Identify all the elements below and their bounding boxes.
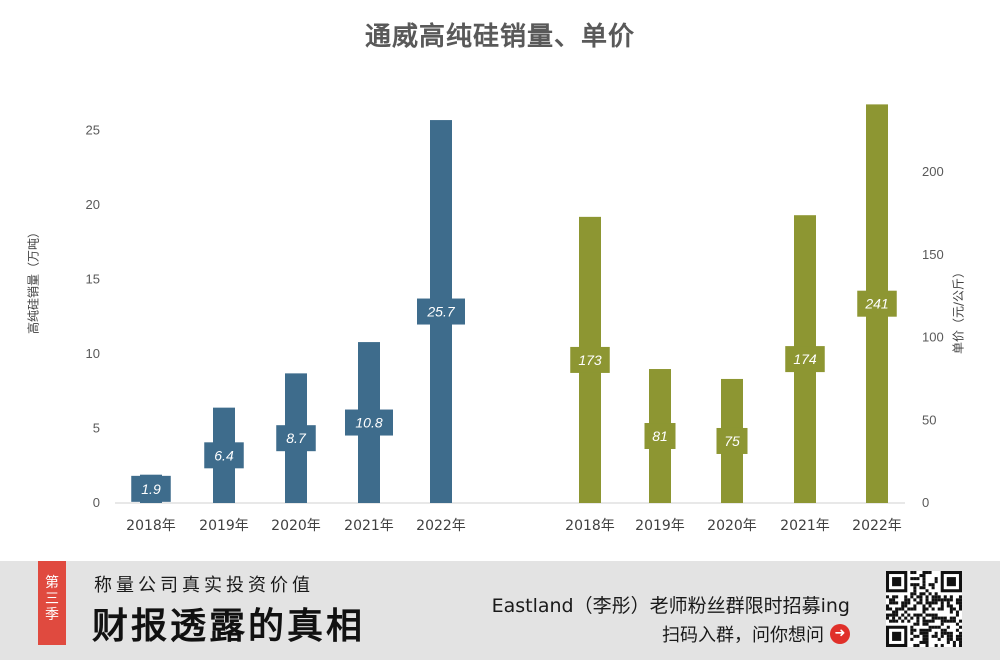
data-label-box <box>345 409 393 436</box>
x-tick-label: 2021年 <box>344 518 394 534</box>
x-tick-label: 2020年 <box>271 518 321 534</box>
right-y-tick-label: 200 <box>922 164 944 179</box>
x-tick-label: 2020年 <box>707 518 757 534</box>
season-char: 三 <box>45 591 59 607</box>
scan-line[interactable]: 扫码入群，问你想问 ➜ <box>662 621 850 647</box>
brand-title: 财报透露的真相 <box>92 605 366 647</box>
season-tag: 第 三 季 <box>38 561 66 645</box>
left-y-tick-label: 5 <box>93 421 100 436</box>
left-y-tick-label: 25 <box>86 123 100 138</box>
data-label-box <box>857 290 897 317</box>
data-label: 1.9 <box>141 481 161 497</box>
chart-title: 通威高纯硅销量、单价 <box>364 22 635 52</box>
data-label-box <box>204 442 244 469</box>
data-label: 241 <box>864 296 888 312</box>
season-char: 第 <box>45 575 59 591</box>
x-tick-label: 2018年 <box>565 518 615 534</box>
x-tick-label: 2021年 <box>780 518 830 534</box>
brand-subtitle: 称量公司真实投资价值 <box>94 575 314 596</box>
data-label: 6.4 <box>214 447 234 463</box>
data-label-box <box>276 425 316 452</box>
x-tick-label: 2019年 <box>635 518 685 534</box>
data-label: 8.7 <box>286 430 307 446</box>
arrow-right-circle-icon[interactable]: ➜ <box>830 624 850 644</box>
qr-code-icon[interactable] <box>886 571 962 647</box>
data-label-box <box>131 475 171 502</box>
data-label: 10.8 <box>355 415 382 431</box>
x-tick-label: 2018年 <box>126 518 176 534</box>
left-y-tick-label: 0 <box>93 495 100 510</box>
data-label: 81 <box>652 428 668 444</box>
data-label-box <box>570 346 610 373</box>
x-tick-label: 2022年 <box>416 518 466 534</box>
recruit-text: Eastland（李彤）老师粉丝群限时招募ing <box>491 595 850 617</box>
season-char: 季 <box>45 607 59 623</box>
data-label: 173 <box>578 352 602 368</box>
right-y-tick-label: 100 <box>922 330 944 345</box>
data-label: 25.7 <box>426 304 455 320</box>
promo-banner: 第 三 季 称量公司真实投资价值 财报透露的真相 Eastland（李彤）老师粉… <box>0 561 1000 660</box>
data-label-box <box>644 423 676 450</box>
scan-text: 扫码入群，问你想问 <box>662 625 824 646</box>
data-label: 174 <box>793 351 817 367</box>
left-y-tick-label: 20 <box>86 197 100 212</box>
right-y-tick-label: 150 <box>922 247 944 262</box>
x-tick-label: 2022年 <box>852 518 902 534</box>
data-label: 75 <box>724 433 740 449</box>
data-label-box <box>785 346 825 373</box>
data-label-box <box>417 298 465 325</box>
right-y-tick-label: 0 <box>922 495 929 510</box>
plot-area: 0 5 10 15 20 25 1.9 2018年 6.4 2019年 8.7 2020年 10.8 20… <box>86 104 944 534</box>
right-y-tick-label: 50 <box>922 412 936 427</box>
left-y-tick-label: 15 <box>86 272 100 287</box>
left-y-tick-label: 10 <box>86 346 100 361</box>
x-tick-label: 2019年 <box>199 518 249 534</box>
data-label-box <box>716 427 748 454</box>
